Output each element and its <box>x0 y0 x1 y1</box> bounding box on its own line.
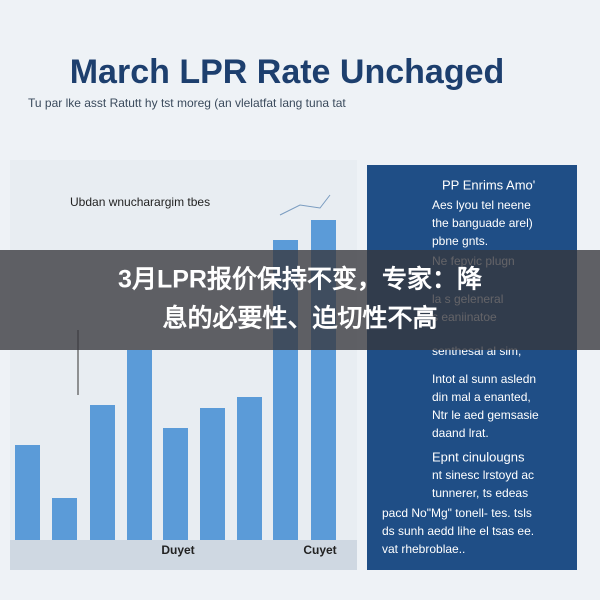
panel-line: Epnt cinulougns <box>432 449 525 464</box>
panel-line: pacd No"Mg" tonell- tes. tsls <box>382 506 532 520</box>
panel-line: the banguade arel) <box>432 216 533 230</box>
subtitle: Tu par lke asst Ratutt hy tst moreg (an … <box>28 96 346 110</box>
x-label: Duyet <box>161 543 194 557</box>
panel-line: din mal a enanted, <box>432 390 531 404</box>
panel-line: daand lrat. <box>432 426 489 440</box>
banner-line: 息的必要性、迫切性不高 <box>162 304 437 333</box>
panel-line: Intot al sunn asledn <box>432 372 536 386</box>
info-panel <box>367 165 577 570</box>
panel-line: ds sunh aedd lihe el tsas ee. <box>382 524 534 538</box>
bar <box>15 445 40 540</box>
chart-label: Ubdan wnucharargim tbes <box>70 195 210 209</box>
panel-line: nt sinesc lrstoyd ac <box>432 468 534 482</box>
panel-line: PP Enrims Amo' <box>442 177 535 192</box>
bar <box>90 405 115 540</box>
bar <box>52 498 77 540</box>
panel-line: tunnerer, ts edeas <box>432 486 528 500</box>
panel-line: Ntr le aed gemsasie <box>432 408 539 422</box>
trend-line <box>279 194 331 216</box>
title: March LPR Rate Unchaged <box>70 53 505 91</box>
bar <box>127 350 152 540</box>
panel-line: Aes lyou tel neene <box>432 198 531 212</box>
bar <box>237 397 262 540</box>
banner-line: 3月LPR报价保持不变，专家：降 <box>118 265 483 294</box>
bar <box>200 408 225 540</box>
panel-line: pbne gnts. <box>432 234 488 248</box>
bar <box>163 428 188 540</box>
axis-band <box>10 540 357 570</box>
banner <box>0 250 600 350</box>
x-label: Cuyet <box>303 543 336 557</box>
panel-line: vat rhebroblae.. <box>382 542 465 556</box>
